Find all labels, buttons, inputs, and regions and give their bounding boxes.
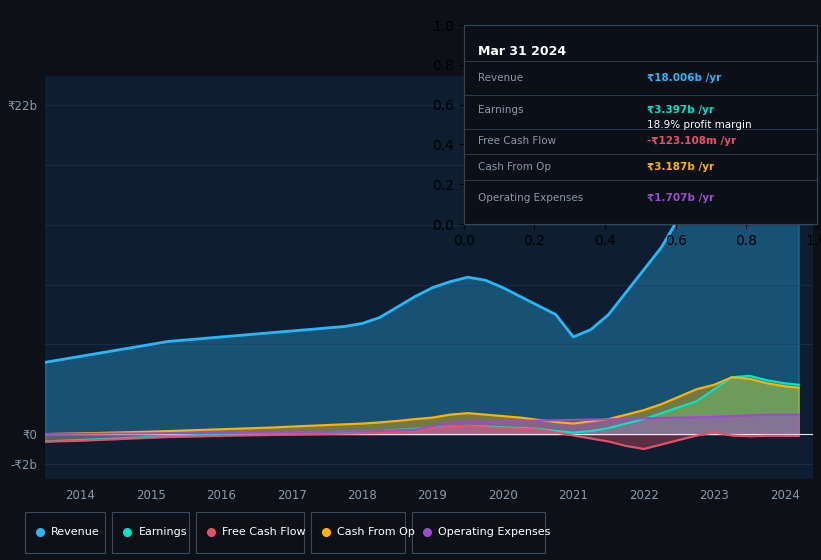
FancyBboxPatch shape [412,512,544,553]
FancyBboxPatch shape [25,512,105,553]
Text: Free Cash Flow: Free Cash Flow [222,527,305,537]
Text: ₹1.707b /yr: ₹1.707b /yr [648,193,715,203]
Text: Revenue: Revenue [51,527,100,537]
Text: Revenue: Revenue [478,73,523,83]
Text: 18.9% profit margin: 18.9% profit margin [648,120,752,129]
Text: ₹3.187b /yr: ₹3.187b /yr [648,162,714,172]
Text: ₹3.397b /yr: ₹3.397b /yr [648,105,714,115]
Text: ₹18.006b /yr: ₹18.006b /yr [648,73,722,83]
Text: Cash From Op: Cash From Op [337,527,415,537]
Text: Operating Expenses: Operating Expenses [438,527,551,537]
Text: Earnings: Earnings [478,105,524,115]
Text: Mar 31 2024: Mar 31 2024 [478,45,566,58]
FancyBboxPatch shape [311,512,405,553]
Text: Operating Expenses: Operating Expenses [478,193,583,203]
Text: Earnings: Earnings [139,527,187,537]
FancyBboxPatch shape [112,512,189,553]
Text: Cash From Op: Cash From Op [478,162,551,172]
FancyBboxPatch shape [195,512,304,553]
Text: -₹123.108m /yr: -₹123.108m /yr [648,137,736,147]
Text: Free Cash Flow: Free Cash Flow [478,137,556,147]
